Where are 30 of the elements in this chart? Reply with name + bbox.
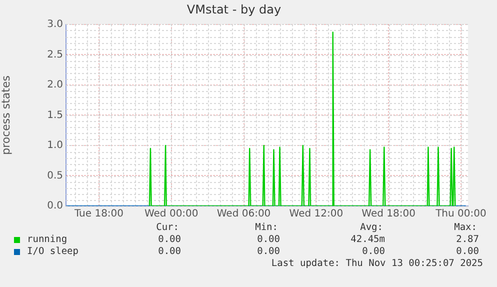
x-tick-label: Wed 00:00 [144, 208, 198, 220]
text: Max: [454, 222, 477, 233]
text: Min: [255, 222, 278, 233]
chart-title: VMstat - by day [186, 2, 282, 16]
x-tick-label: Wed 12:00 [289, 208, 344, 220]
y-tick-label: 0.5 [47, 170, 63, 182]
x-tick-label: Wed 18:00 [362, 208, 416, 220]
legend-label: running [27, 234, 68, 245]
text: 2.87 [456, 234, 479, 245]
text: Avg: [360, 222, 383, 233]
y-tick-label: 3.0 [47, 18, 63, 30]
x-tick-label: Thu 00:00 [434, 208, 486, 220]
text: 0.00 [362, 246, 385, 257]
text: 0.00 [158, 234, 181, 245]
y-tick-label: 1.0 [47, 140, 63, 152]
x-tick-label: Wed 06:00 [216, 208, 271, 220]
y-axis-title: process states [0, 75, 12, 155]
text: 42.45m [350, 234, 385, 245]
text: 0.00 [257, 246, 280, 257]
text: 0.00 [456, 246, 479, 257]
y-tick-label: 0.0 [47, 200, 63, 212]
text: 0.00 [158, 246, 181, 257]
text: 0.00 [257, 234, 280, 245]
y-tick-label: 1.5 [47, 110, 63, 121]
y-tick-label: 2.5 [47, 49, 63, 60]
y-tick-label: 2.0 [47, 80, 63, 91]
legend-label: I/O sleep [27, 246, 78, 257]
text: Last update: Thu Nov 13 00:25:07 2025 [271, 258, 483, 269]
x-tick-label: Tue 18:00 [73, 208, 124, 220]
text: Cur: [156, 222, 179, 233]
